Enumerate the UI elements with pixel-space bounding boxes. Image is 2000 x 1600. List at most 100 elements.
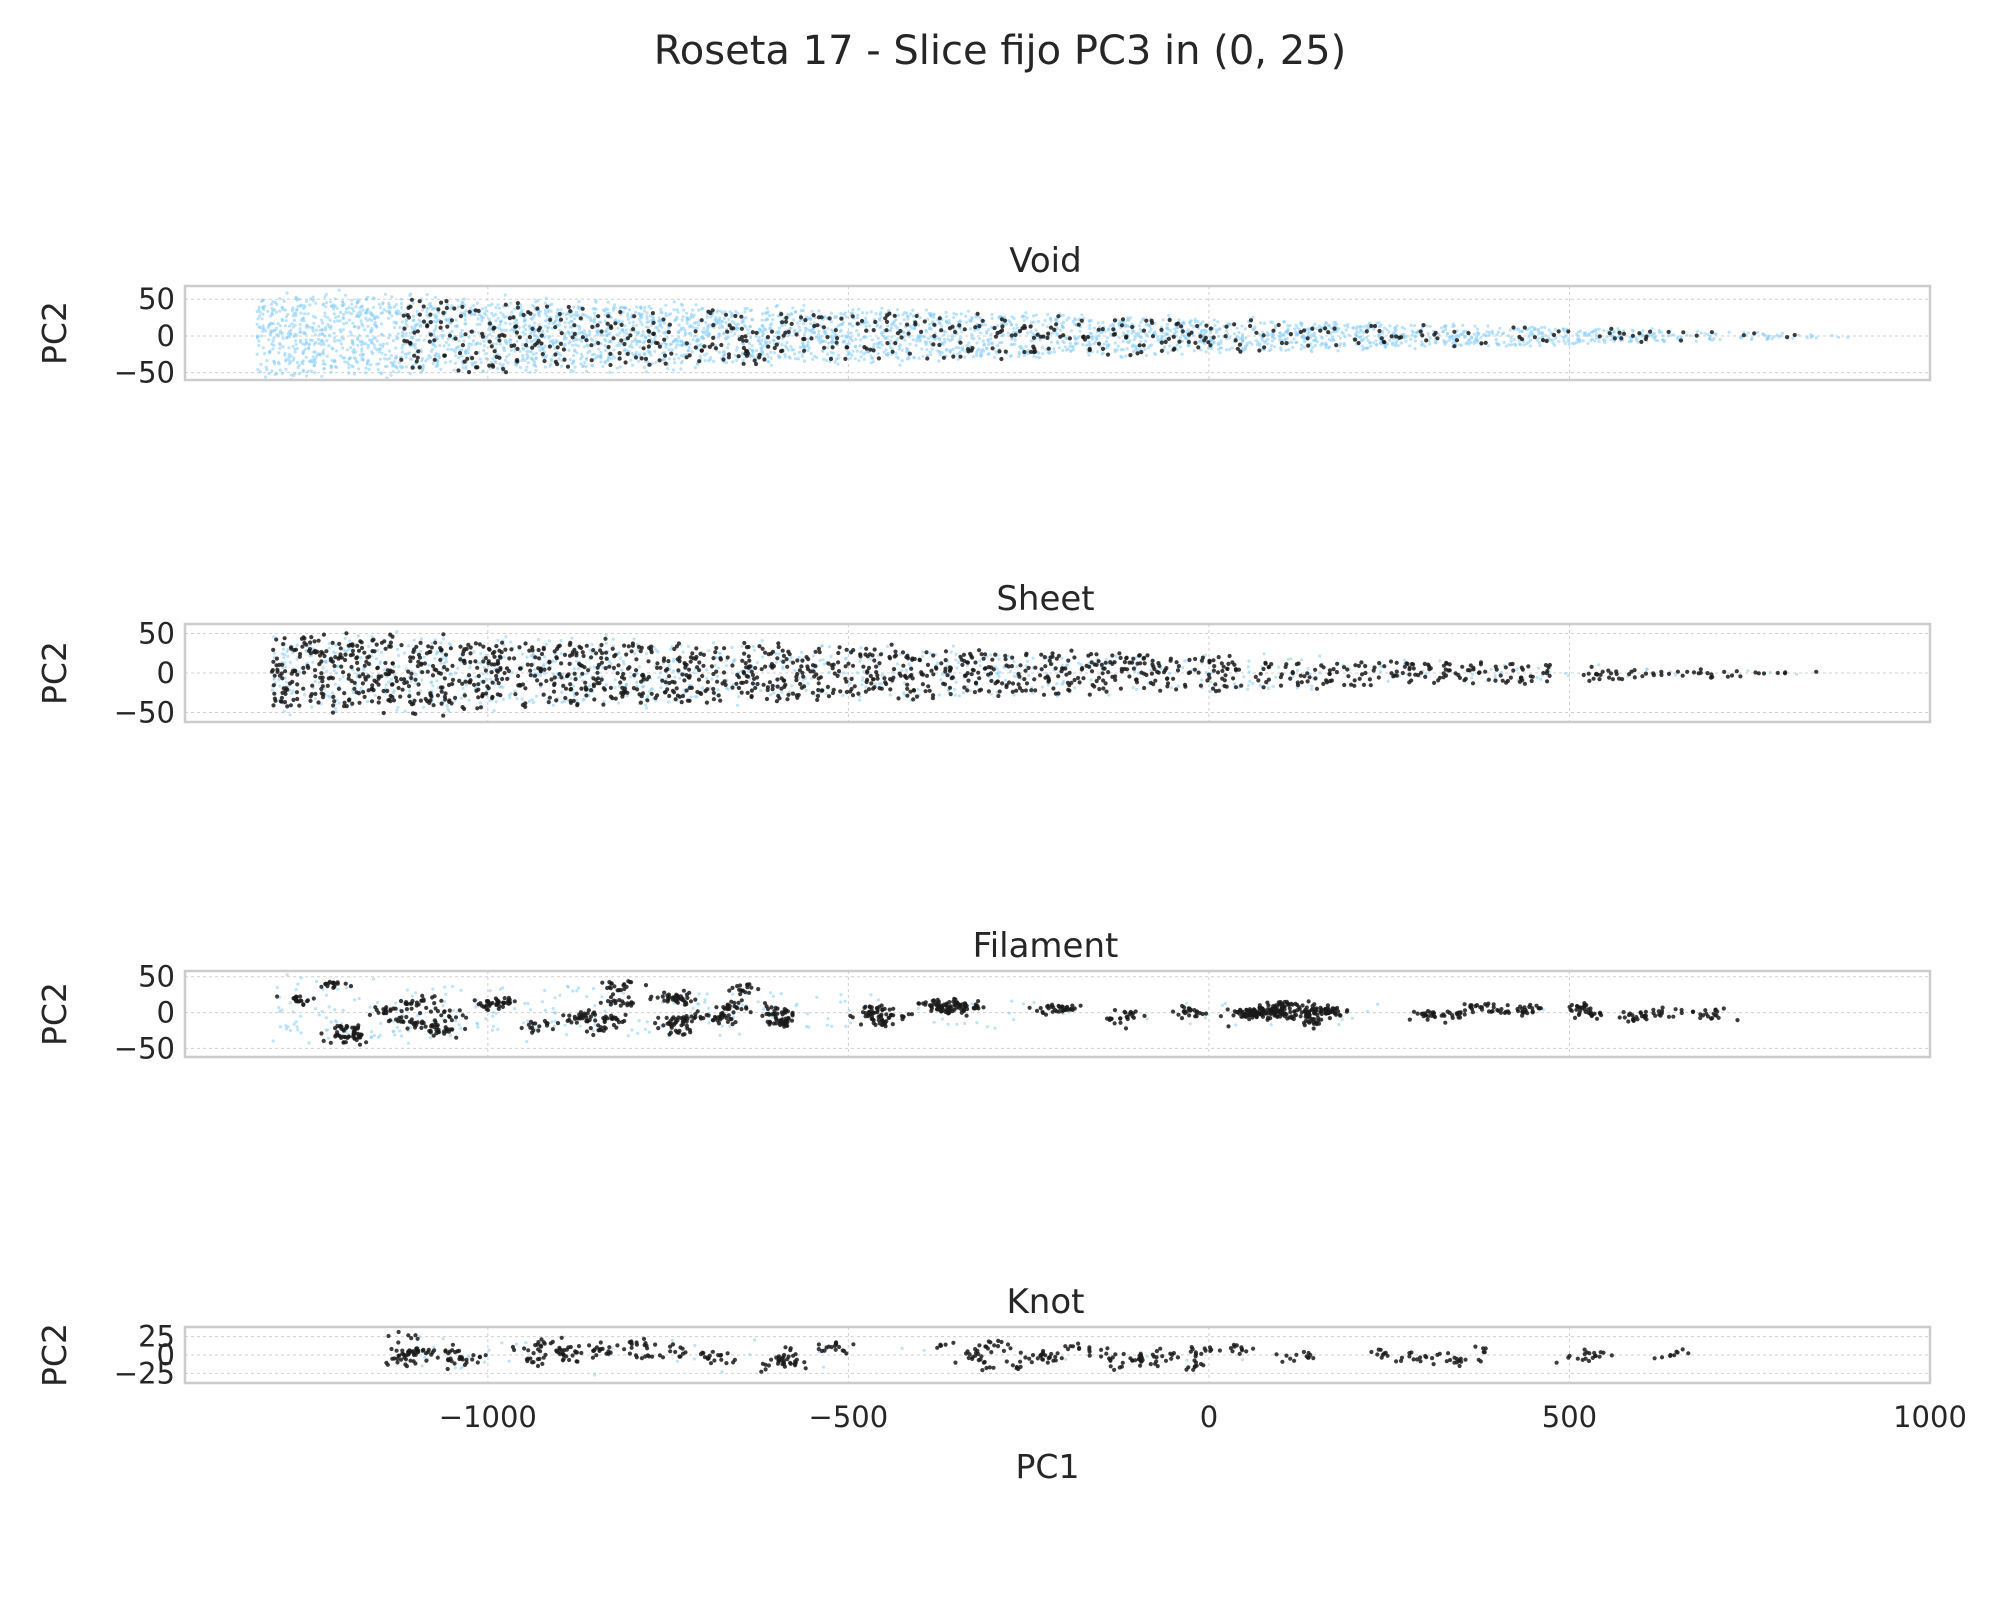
point-background	[646, 695, 650, 699]
point-background	[602, 700, 606, 704]
point-background	[1509, 336, 1513, 340]
point-background	[1703, 332, 1707, 336]
point-background	[572, 339, 576, 343]
point-background	[564, 336, 568, 340]
point-background	[921, 354, 925, 358]
point-background	[713, 663, 717, 668]
point-background	[960, 330, 964, 334]
point-background	[375, 657, 379, 661]
point-background	[1087, 353, 1091, 357]
point-background	[952, 315, 956, 320]
point-background	[354, 350, 358, 354]
point-background	[749, 335, 753, 340]
point-highlight	[1326, 330, 1331, 335]
point-background	[1544, 334, 1548, 338]
point-background	[1346, 322, 1350, 326]
point-background	[1240, 333, 1245, 337]
point-highlight	[719, 342, 724, 348]
point-background	[521, 347, 526, 351]
point-background	[592, 311, 597, 315]
point-background	[848, 322, 852, 326]
point-background	[538, 345, 542, 349]
point-highlight	[521, 312, 526, 318]
point-background	[1002, 333, 1006, 337]
point-background	[400, 320, 404, 324]
point-background	[1065, 318, 1069, 322]
point-background	[724, 321, 728, 325]
point-background	[792, 318, 796, 322]
point-background	[683, 331, 688, 335]
point-background	[543, 301, 548, 305]
point-highlight	[951, 354, 956, 359]
point-background	[1071, 319, 1075, 324]
point-background	[309, 369, 313, 373]
point-background	[892, 322, 896, 326]
point-background	[272, 635, 276, 639]
point-background	[488, 332, 492, 337]
point-highlight	[825, 335, 830, 340]
point-background	[1763, 333, 1767, 337]
point-highlight	[1048, 325, 1054, 330]
point-background	[627, 308, 632, 312]
point-background	[419, 637, 424, 641]
point-background	[543, 655, 547, 659]
point-highlight	[774, 342, 779, 347]
point-background	[495, 366, 500, 371]
point-background	[877, 318, 882, 322]
point-background	[301, 359, 305, 363]
point-background	[293, 347, 297, 351]
point-highlight	[453, 336, 458, 341]
point-background	[456, 298, 460, 303]
point-highlight	[1619, 336, 1624, 341]
point-background	[691, 338, 695, 342]
point-background	[1036, 320, 1041, 324]
point-background	[282, 299, 286, 303]
point-background	[276, 322, 280, 326]
point-background	[658, 323, 663, 327]
point-background	[996, 653, 1000, 657]
point-background	[766, 359, 770, 364]
point-highlight	[1709, 330, 1714, 335]
point-highlight	[892, 313, 897, 318]
point-highlight	[623, 360, 628, 365]
point-background	[930, 347, 934, 351]
point-background	[1278, 335, 1282, 339]
point-highlight	[1139, 350, 1144, 355]
point-background	[706, 359, 711, 363]
point-background	[862, 335, 866, 340]
point-background	[332, 319, 336, 324]
point-background	[381, 302, 385, 306]
point-background	[1160, 334, 1164, 339]
point-background	[404, 355, 408, 359]
point-background	[457, 339, 461, 343]
point-background	[512, 307, 517, 311]
point-background	[998, 670, 1002, 674]
point-background	[584, 357, 588, 361]
point-background	[356, 336, 360, 340]
point-highlight	[402, 338, 407, 343]
point-background	[493, 359, 497, 363]
point-background	[534, 357, 538, 361]
point-highlight	[1177, 339, 1182, 344]
point-highlight	[507, 316, 512, 321]
point-background	[1165, 332, 1169, 336]
point-background	[478, 342, 482, 346]
point-background	[574, 310, 579, 315]
point-background	[303, 312, 307, 316]
point-background	[1459, 332, 1463, 337]
point-highlight	[850, 314, 855, 319]
point-background	[327, 641, 331, 646]
point-background	[547, 308, 551, 312]
point-background	[954, 345, 958, 350]
point-background	[749, 354, 753, 358]
point-highlight	[559, 331, 564, 336]
point-background	[1108, 324, 1113, 328]
point-background	[558, 323, 562, 327]
point-background	[333, 365, 338, 369]
point-background	[400, 334, 404, 338]
point-background	[1060, 663, 1064, 667]
point-background	[1092, 326, 1096, 330]
point-background	[389, 354, 393, 358]
point-highlight	[699, 348, 705, 353]
point-background	[874, 312, 878, 316]
